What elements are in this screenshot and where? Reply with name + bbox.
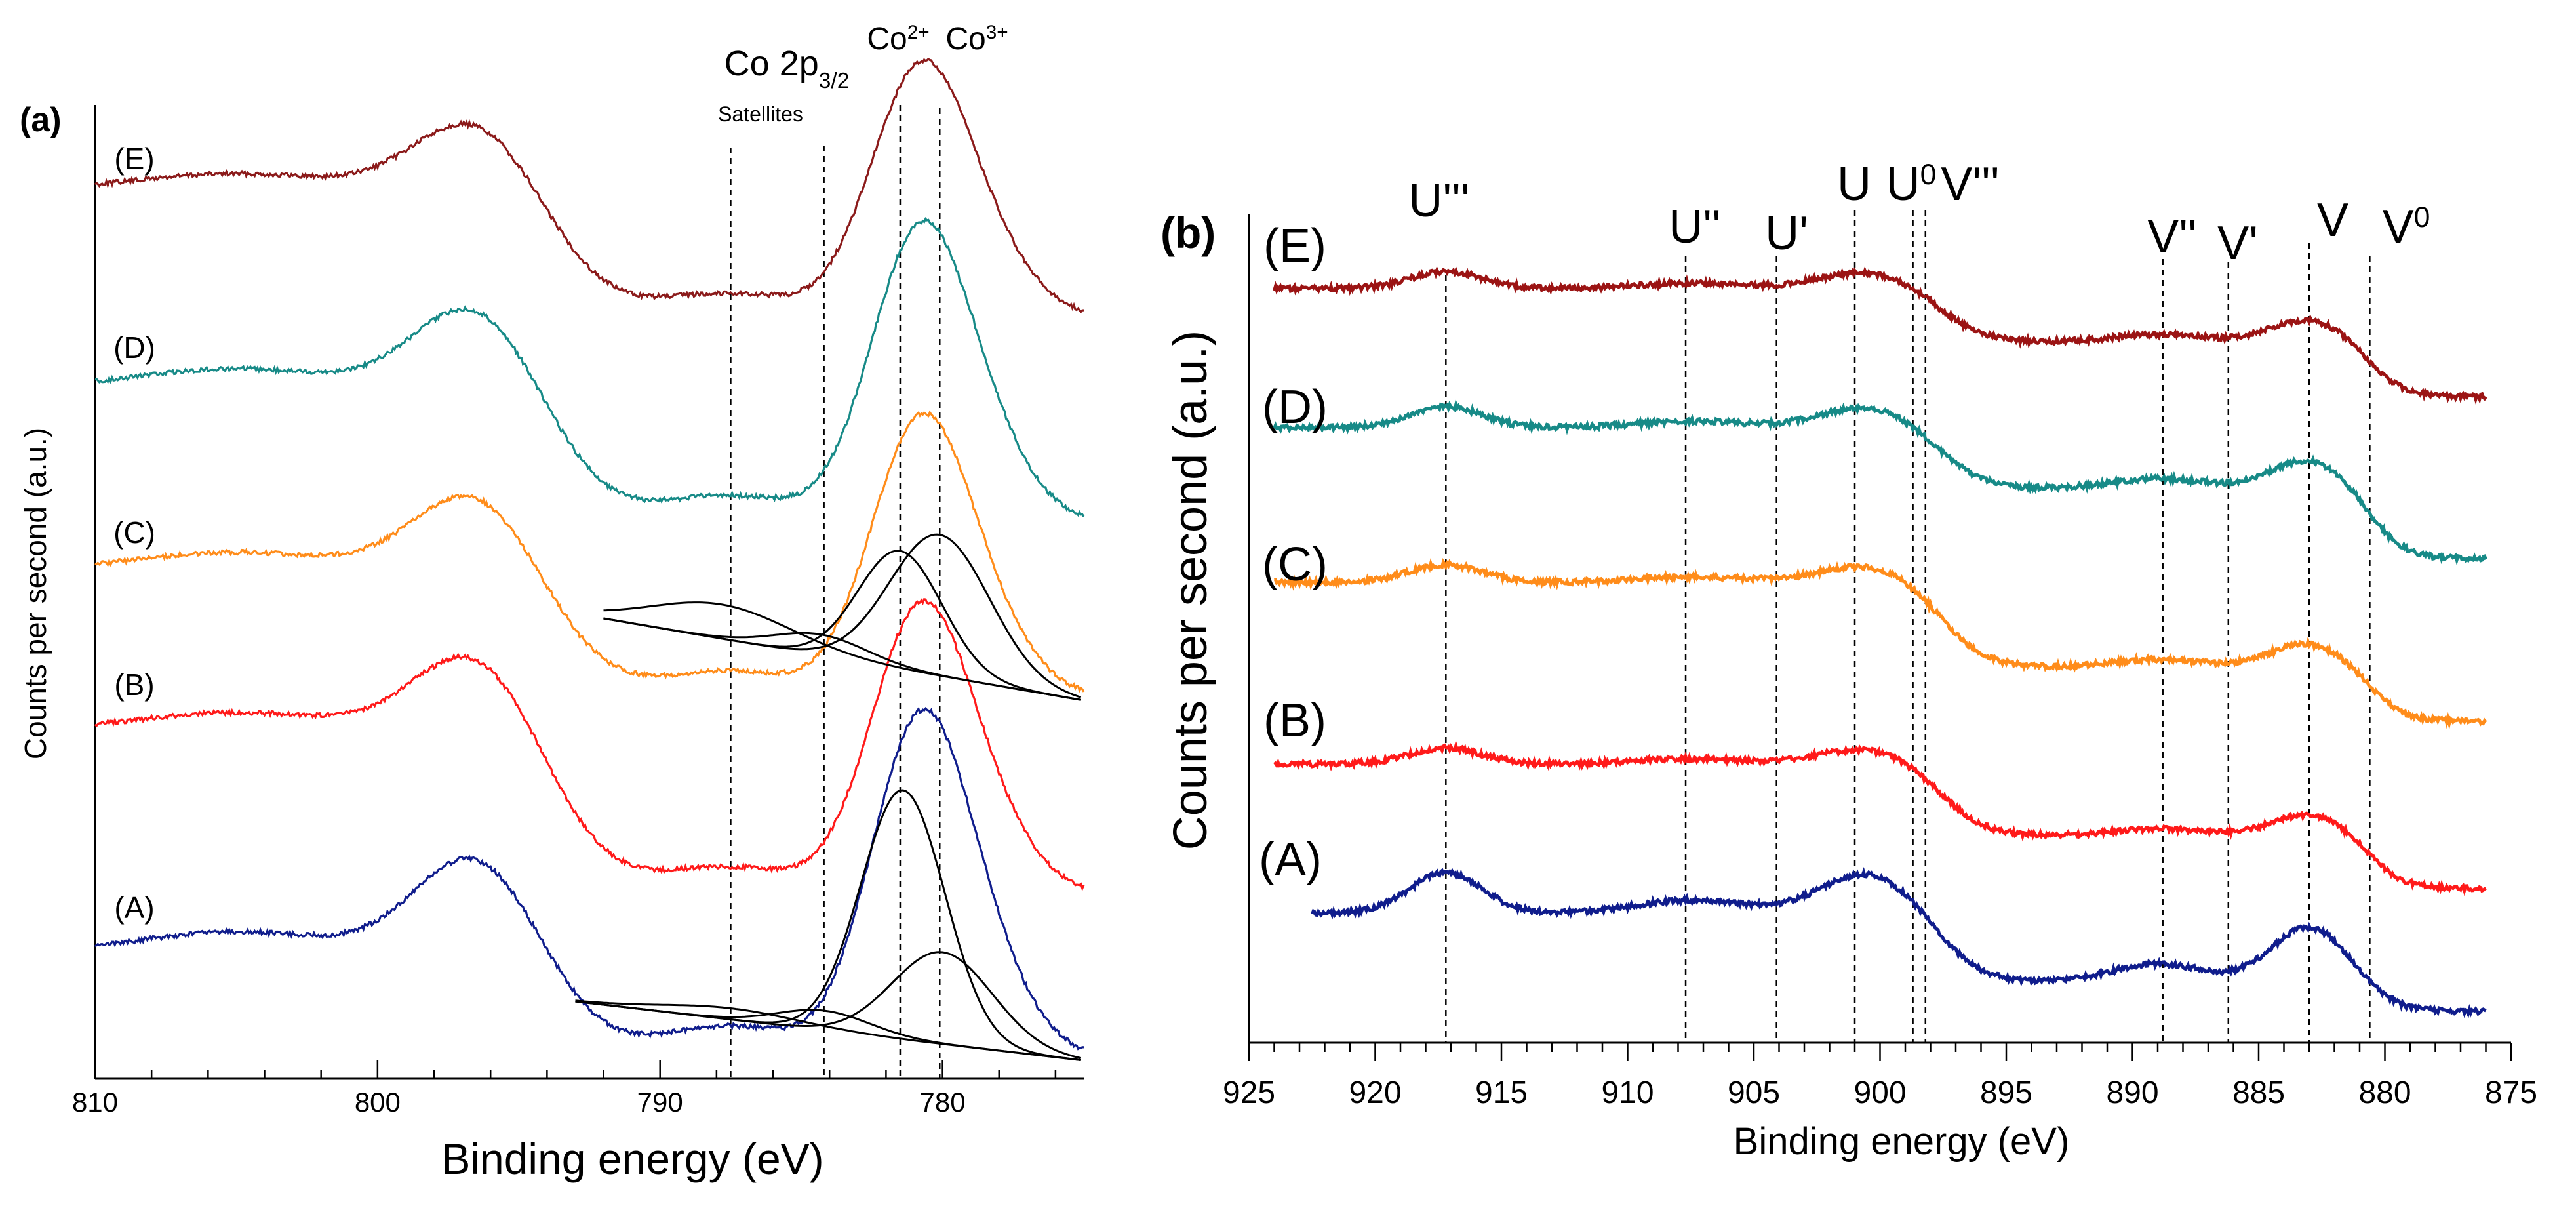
panel-a-co3-label: Co3+ (945, 22, 1008, 57)
panel-a-a-fit-component (575, 789, 1081, 1061)
panel-a: 810 800 790 780 Binding energy (eV) Counts pe… (18, 22, 1085, 1183)
panel-b-series-label-c: (C) (1262, 538, 1328, 591)
panel-a-x-tick-label: 800 (355, 1087, 401, 1117)
panel-b-ref-label-v: V'' (2147, 211, 2197, 263)
panel-a-series-a (94, 706, 1084, 1051)
panel-a-x-tick-label: 810 (72, 1087, 118, 1117)
panel-a-c-fit-component (603, 550, 1081, 701)
panel-b-ref-label-u: U' (1765, 207, 1808, 260)
panel-b-series-e (1273, 266, 2487, 405)
panel-b-x-tick-label: 885 (2232, 1075, 2285, 1110)
panel-b-x-tick-label: 915 (1475, 1075, 1528, 1110)
panel-b-series-b (1273, 740, 2487, 896)
panel-b-ref-label-u0: U0 (1886, 158, 1937, 211)
panel-a-x-axis-label: Binding energy (eV) (441, 1135, 823, 1183)
panel-a-series-c (94, 410, 1085, 693)
panel-a-c-fit-component (603, 533, 1082, 698)
panel-a-series-label-d: (D) (113, 331, 155, 365)
panel-b-x-axis-label: Binding energy (eV) (1734, 1120, 2070, 1163)
panel-b-y-axis-label: Counts per second (a.u.) (1164, 331, 1217, 850)
panel-b-ref-label-u: U (1837, 158, 1871, 211)
panel-b-x-tick-label: 925 (1223, 1075, 1275, 1110)
panel-b-x-tick-label: 900 (1853, 1075, 1906, 1110)
panel-a-series-label-c: (C) (113, 515, 155, 550)
panel-a-x-tick-label: 790 (637, 1087, 683, 1117)
panel-b-x-tick-label: 895 (1980, 1075, 2032, 1110)
panel-b-label: (b) (1160, 209, 1216, 257)
panel-a-series-d (94, 217, 1085, 517)
panel-a-co2p-label: Co 2p3/2 (724, 44, 850, 93)
panel-a-a-fit-component (575, 951, 1082, 1059)
panel-a-x-tick-label: 780 (920, 1087, 966, 1117)
panel-b-series-d (1273, 399, 2487, 566)
panel-b-ref-label-v: V''' (1941, 158, 1999, 211)
panel-b-x-tick-label: 880 (2358, 1075, 2411, 1110)
panel-b-series-label-a: (A) (1259, 834, 1322, 886)
panel-b-x-tick-label: 905 (1728, 1075, 1780, 1110)
panel-b-ref-label-v: V' (2217, 217, 2258, 270)
panel-a-satellites-label: Satellites (718, 102, 803, 126)
panel-b-series-label-e: (E) (1263, 220, 1326, 272)
panel-a-y-axis-label: Counts per second (a.u.) (18, 428, 52, 759)
panel-b-ref-label-v: V (2317, 194, 2348, 247)
panel-a-label: (a) (20, 101, 62, 139)
panel-b-series-label-d: (D) (1262, 381, 1328, 433)
panel-b-ref-label-u: U''' (1408, 174, 1469, 227)
panel-b-ref-label-v0: V0 (2383, 201, 2430, 253)
panel-b-x-tick-label: 875 (2485, 1075, 2537, 1110)
panel-a-c-fit-component (603, 601, 1081, 701)
panel-b-x-tick-label: 910 (1601, 1075, 1654, 1110)
panel-b-series-label-b: (B) (1263, 694, 1326, 747)
panel-a-series-label-e: (E) (114, 142, 154, 176)
panel-b-series-c (1274, 558, 2487, 730)
panel-b-ref-label-u: U'' (1669, 201, 1721, 253)
panel-a-series-label-b: (B) (114, 668, 154, 702)
panel-a-series-e (94, 57, 1084, 313)
panel-a-series-label-a: (A) (114, 891, 154, 925)
panel-b-series-a (1310, 867, 2487, 1018)
panel-b-x-tick-label: 890 (2106, 1075, 2158, 1110)
panel-a-co2-label: Co2+ (867, 22, 929, 57)
panel-b: 925 920 915 910 905 900 895 890 885 880 875 Binding… (1160, 158, 2537, 1163)
panel-a-series-b (94, 598, 1085, 892)
panel-b-x-tick-label: 920 (1349, 1075, 1401, 1110)
